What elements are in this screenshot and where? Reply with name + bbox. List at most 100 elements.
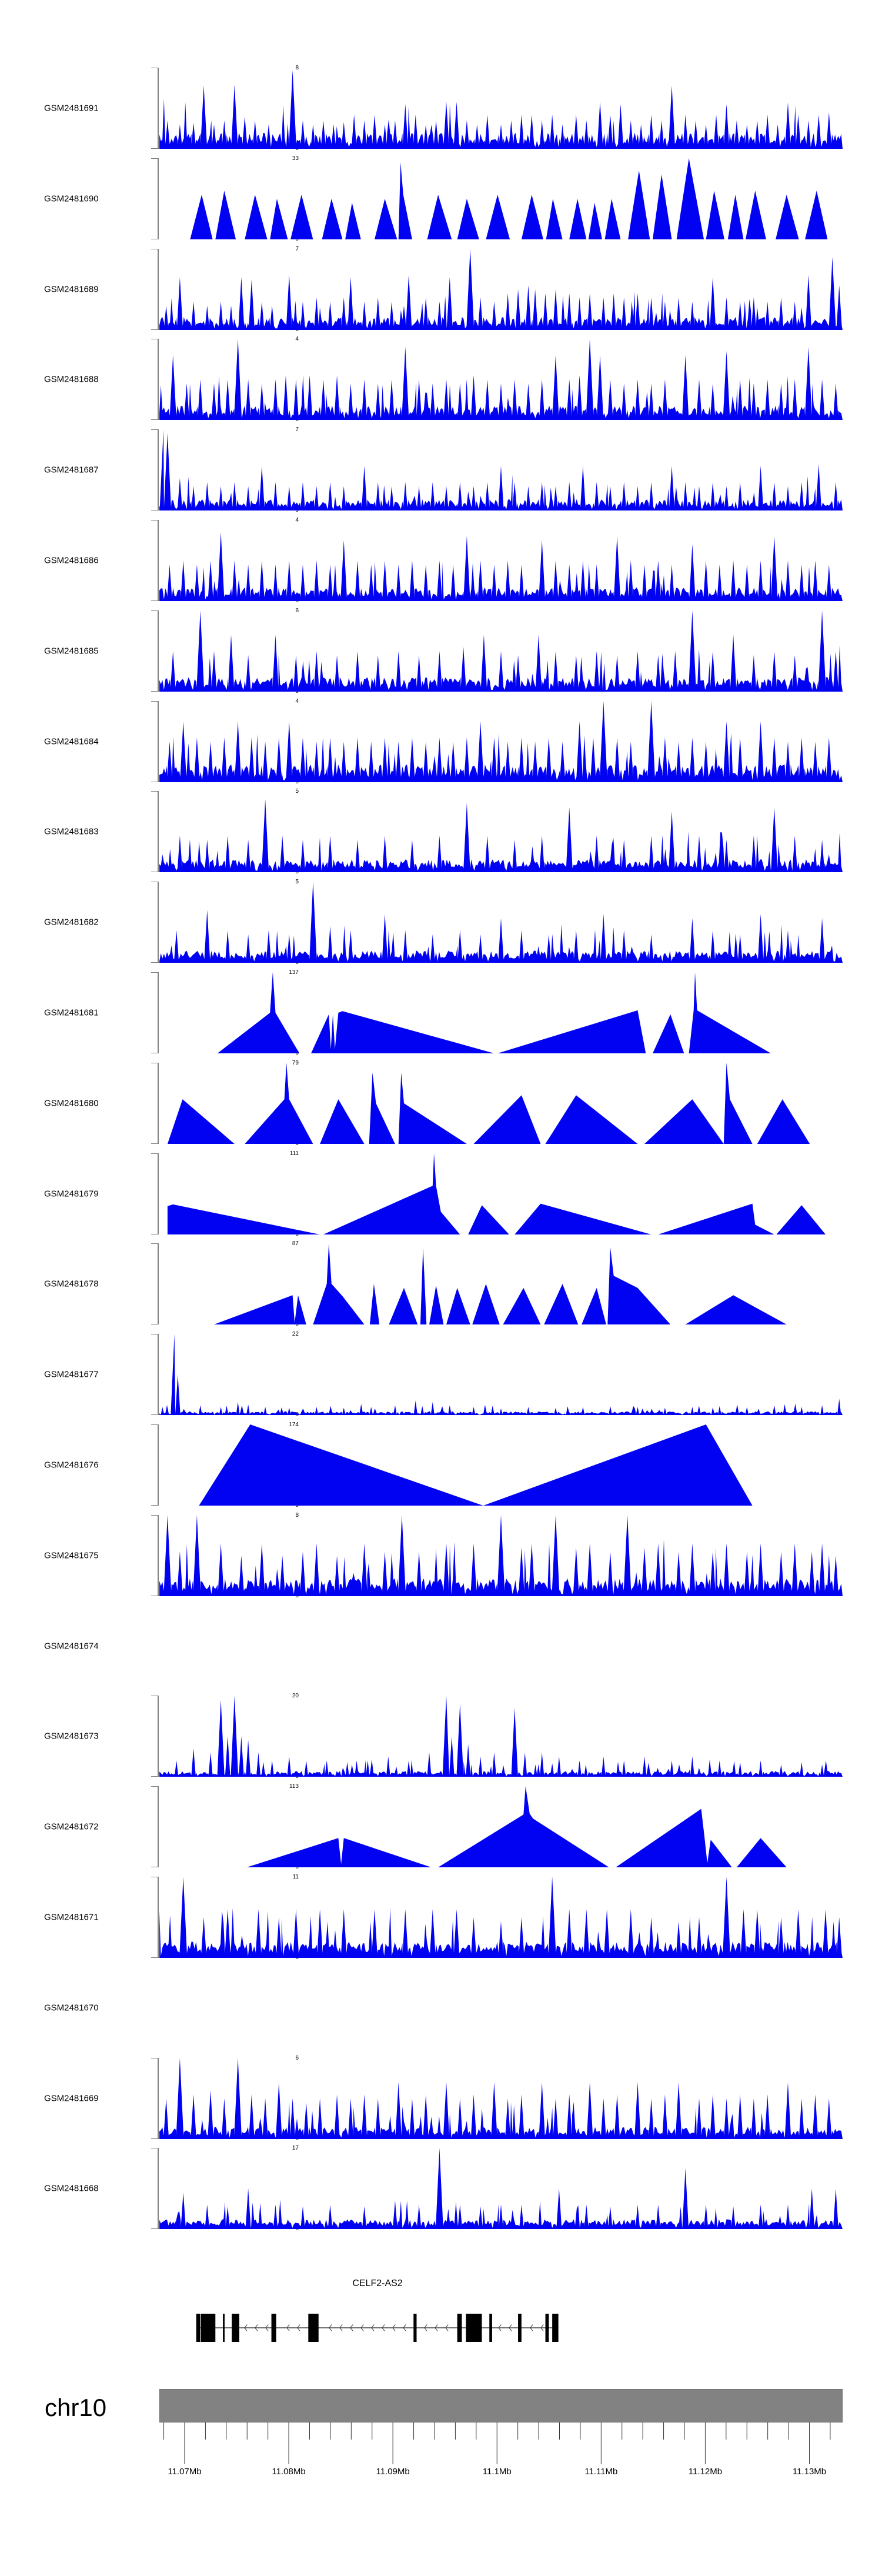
strand-arrow-left-icon [424,2324,427,2331]
coverage-plot [159,1062,843,1144]
y-axis-bracket: 790 [151,1060,299,1147]
track-row: GSM2481671 110 [0,1874,882,1961]
strand-arrow-left-icon [382,2324,385,2331]
y-axis-bracket: 1740 [151,1422,299,1509]
strand-arrow-left-icon [339,2324,343,2331]
gene-track-header: CELF2-AS2 [159,2278,843,2290]
y-axis-bracket: 50 [151,788,299,875]
y-axis-bracket: 60 [151,2055,299,2142]
y-axis-max-label: 111 [289,1150,299,1157]
track-label: GSM2481674 [44,1641,99,1651]
coordinate-ruler: 11.07Mb 11.08Mb 11.09Mb 11.1Mb 11.11Mb 11.12M… [163,2422,831,2477]
coverage-plot [159,1153,843,1234]
y-axis-max-label: 22 [292,1331,299,1338]
track-row: GSM2481674 [0,1606,882,1687]
track-row: GSM2481680 790 [0,1060,882,1147]
track-label: GSM2481677 [44,1369,99,1380]
y-axis-bracket: 1370 [151,969,299,1056]
track-label: GSM2481690 [44,193,99,204]
coverage-plot [159,2057,843,2139]
strand-arrow-left-icon [498,2324,502,2331]
y-axis-max-label: 7 [295,426,299,433]
track-row: GSM2481681 1370 [0,969,882,1056]
track-row: GSM2481670 [0,1967,882,2048]
coverage-plot [159,1334,843,1416]
y-axis-max-label: 20 [292,1693,299,1700]
coverage-plot [159,791,843,873]
y-axis-max-label: 174 [289,1422,299,1428]
coverage-plot [159,882,843,963]
y-axis-max-label: 5 [295,879,299,886]
strand-arrow-left-icon [530,2324,533,2331]
strand-arrow-left-icon [360,2324,364,2331]
y-axis-bracket: 40 [151,517,299,604]
track-row: GSM2481685 60 [0,608,882,695]
chromosome-ideogram-icon [159,2389,843,2422]
y-axis-max-label: 5 [295,788,299,795]
strand-arrow-left-icon [435,2324,438,2331]
track-label: GSM2481675 [44,1550,99,1561]
coverage-plot [159,339,843,421]
coverage-plot [159,429,843,511]
strand-arrow-left-icon [403,2324,406,2331]
coverage-plot [159,700,843,782]
track-label: GSM2481691 [44,103,99,114]
track-label: GSM2481685 [44,646,99,656]
track-label: GSM2481686 [44,555,99,566]
y-axis-max-label: 11 [292,1874,299,1880]
track-label: GSM2481684 [44,736,99,747]
y-axis-bracket: 60 [151,608,299,695]
y-axis-max-label: 4 [295,517,299,523]
strand-arrow-left-icon [445,2324,449,2331]
strand-arrow-left-icon [371,2324,375,2331]
track-row: GSM2481675 80 [0,1512,882,1599]
strand-arrow-left-icon [329,2324,332,2331]
y-axis-max-label: 33 [292,155,299,162]
y-axis-bracket: 40 [151,698,299,785]
coverage-plot [159,68,843,149]
coverage-plot [159,1696,843,1777]
strand-arrow-left-icon [244,2324,248,2331]
y-axis-bracket: 870 [151,1240,299,1327]
ruler-tick-label: 11.12Mb [689,2467,722,2477]
y-axis-max-label: 7 [295,245,299,252]
y-axis-bracket: 220 [151,1331,299,1418]
track-label: GSM2481673 [44,1731,99,1741]
coverage-plot [159,1877,843,1958]
ruler-tick-label: 11.13Mb [793,2467,826,2477]
coverage-plot [159,1424,843,1506]
track-label: GSM2481681 [44,1007,99,1018]
track-row: GSM2481689 70 [0,245,882,333]
track-label: GSM2481668 [44,2183,99,2194]
gene-name: CELF2-AS2 [352,2278,403,2288]
y-axis-bracket: 80 [151,65,299,152]
strand-arrow-left-icon [297,2324,300,2331]
track-row: GSM2481668 170 [0,2145,882,2232]
ruler-tick-label: 11.11Mb [584,2467,617,2477]
track-label: GSM2481672 [44,1821,99,1832]
track-row: GSM2481691 80 [0,65,882,152]
track-label: GSM2481678 [44,1279,99,1289]
track-row: GSM2481682 50 [0,879,882,966]
track-label: GSM2481689 [44,284,99,295]
track-row: GSM2481687 70 [0,426,882,513]
y-axis-max-label: 8 [295,1511,299,1519]
coverage-plot [159,1514,843,1596]
y-axis-bracket: 200 [151,1693,299,1780]
y-axis-bracket: 80 [151,1512,299,1599]
track-row: GSM2481684 40 [0,698,882,785]
track-row: GSM2481677 220 [0,1331,882,1418]
track-row: GSM2481669 60 [0,2055,882,2142]
strand-arrow-left-icon [286,2324,290,2331]
track-label: GSM2481683 [44,826,99,837]
y-axis-max-label: 79 [292,1059,299,1066]
track-row: GSM2481679 1110 [0,1150,882,1237]
ruler-tick-label: 11.09Mb [376,2467,410,2477]
coverage-plot [159,158,843,239]
gene-model [196,2314,559,2342]
coverage-plot [159,248,843,330]
y-axis-bracket: 110 [151,1874,299,1961]
y-axis-max-label: 17 [292,2145,299,2152]
track-label: GSM2481687 [44,465,99,475]
